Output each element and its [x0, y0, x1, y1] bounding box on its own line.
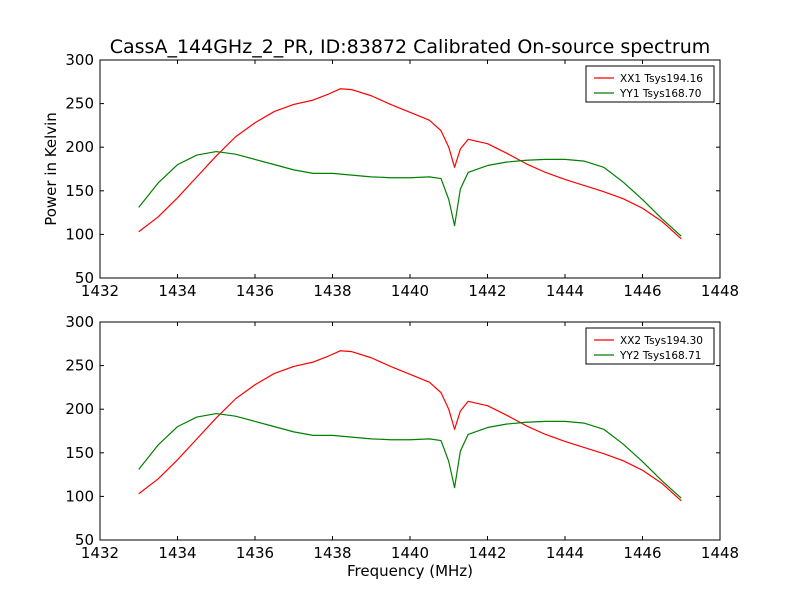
y-tick-label: 100 [65, 487, 94, 505]
x-tick-label: 1448 [701, 544, 739, 562]
legend: XX1 Tsys194.16 YY1 Tsys168.70 [585, 65, 715, 103]
x-axis-label: Frequency (MHz) [347, 562, 473, 580]
x-tick-label: 1432 [81, 544, 119, 562]
y-tick-label: 200 [65, 400, 94, 418]
x-tick-label: 1434 [158, 282, 196, 300]
series-line-yy-1 [138, 150, 682, 237]
y-tick-label: 150 [65, 444, 94, 462]
legend-box [585, 65, 715, 103]
x-tick-label: 1440 [391, 282, 429, 300]
legend-label-yy: YY1 Tsys168.70 [619, 88, 701, 100]
panel-2: 1432 1434 1436 1438 1440 1442 1444 1446 1448 50 10… [65, 313, 739, 580]
x-tick-label: 1446 [623, 544, 661, 562]
y-tick-label: 250 [65, 95, 94, 113]
x-tick-label: 1440 [391, 544, 429, 562]
x-tick-label: 1448 [701, 282, 739, 300]
y-tick-label: 300 [65, 51, 94, 69]
series-line-xx-2 [138, 350, 682, 502]
legend-label-xx: XX2 Tsys194.30 [620, 335, 703, 347]
x-tick-label: 1446 [623, 282, 661, 300]
figure-title: CassA_144GHz_2_PR, ID:83872 Calibrated O… [110, 36, 711, 58]
legend-label-xx: XX1 Tsys194.16 [620, 73, 703, 85]
y-tick-label: 150 [65, 182, 94, 200]
series-line-yy-2 [138, 412, 682, 499]
y-tick-label: 50 [75, 531, 94, 549]
x-tick-label: 1442 [468, 544, 506, 562]
panel-1: 1432 1434 1436 1438 1440 1442 1444 1446 1448 50 10… [42, 51, 739, 300]
y-tick-label: 100 [65, 225, 94, 243]
x-tick-label: 1436 [236, 544, 274, 562]
x-tick-label: 1444 [546, 544, 584, 562]
x-tick-label: 1444 [546, 282, 584, 300]
legend: XX2 Tsys194.30 YY2 Tsys168.71 [585, 327, 715, 365]
x-tick-label: 1432 [81, 282, 119, 300]
x-tick-label: 1436 [236, 282, 274, 300]
x-tick-label: 1434 [158, 544, 196, 562]
legend-label-yy: YY2 Tsys168.71 [619, 350, 701, 362]
y-tick-label: 50 [75, 269, 94, 287]
y-tick-label: 250 [65, 357, 94, 375]
y-tick-label: 300 [65, 313, 94, 331]
x-tick-label: 1438 [313, 544, 351, 562]
y-tick-label: 200 [65, 138, 94, 156]
x-tick-label: 1442 [468, 282, 506, 300]
legend-box [585, 327, 715, 365]
y-axis-label: Power in Kelvin [42, 112, 60, 226]
series-line-xx-1 [138, 88, 682, 240]
x-tick-label: 1438 [313, 282, 351, 300]
